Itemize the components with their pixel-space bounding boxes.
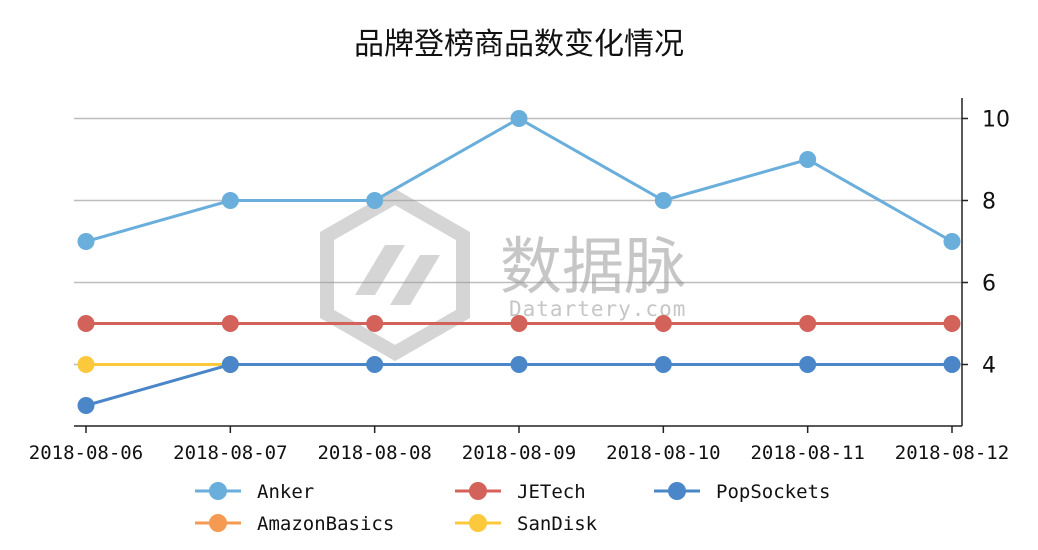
data-point-jetech bbox=[799, 315, 817, 332]
y-tick-label: 6 bbox=[982, 272, 996, 297]
data-point-popsockets bbox=[510, 356, 528, 373]
watermark-brand: 数据脉 bbox=[500, 230, 686, 303]
data-point-popsockets bbox=[77, 397, 95, 414]
data-point-anker bbox=[366, 192, 384, 209]
data-point-anker bbox=[799, 151, 817, 168]
series-line-anker bbox=[85, 116, 953, 243]
data-point-anker bbox=[77, 233, 95, 250]
data-point-popsockets bbox=[221, 356, 239, 373]
legend-label-popsockets: PopSockets bbox=[716, 481, 830, 503]
legend-label-jetech: JETech bbox=[517, 481, 586, 503]
axes: 4 6 8 10 2018-08-06 2018-08-07 2018-08-08 2018-… bbox=[29, 98, 1010, 464]
x-tick-label: 2018-08-08 bbox=[317, 442, 431, 464]
watermark: 数据脉 Datartery.com bbox=[320, 188, 686, 362]
x-tick-label: 2018-08-06 bbox=[29, 442, 143, 464]
data-point-jetech bbox=[221, 315, 239, 332]
legend-marker-amazonbasics bbox=[209, 514, 227, 532]
x-tick-label: 2018-08-09 bbox=[462, 442, 576, 464]
watermark-site: Datartery.com bbox=[509, 297, 686, 321]
data-point-popsockets bbox=[654, 356, 672, 373]
legend-marker-anker bbox=[209, 482, 227, 500]
data-point-anker bbox=[510, 110, 528, 127]
x-tick-label: 2018-08-11 bbox=[750, 442, 864, 464]
legend-marker-popsockets bbox=[668, 482, 686, 500]
y-tick-label: 8 bbox=[982, 190, 996, 215]
data-point-jetech bbox=[510, 315, 528, 332]
legend-label-sandisk: SanDisk bbox=[517, 513, 598, 535]
data-point-jetech bbox=[943, 315, 961, 332]
data-point-anker bbox=[943, 233, 961, 250]
legend: Anker JETech PopSockets AmazonBasics SanDisk bbox=[195, 481, 830, 535]
data-point-anker bbox=[654, 192, 672, 209]
data-point-popsockets bbox=[366, 356, 384, 373]
x-tick-label: 2018-08-07 bbox=[173, 442, 287, 464]
data-point-jetech bbox=[654, 315, 672, 332]
x-tick-label: 2018-08-10 bbox=[606, 442, 720, 464]
data-point-jetech bbox=[77, 315, 95, 332]
data-point-popsockets bbox=[943, 356, 961, 373]
legend-label-amazonbasics: AmazonBasics bbox=[257, 513, 394, 535]
series-group bbox=[77, 110, 961, 414]
y-tick-label: 10 bbox=[982, 108, 1010, 133]
watermark-logo-icon bbox=[320, 188, 470, 362]
data-point-jetech bbox=[366, 315, 384, 332]
legend-marker-sandisk bbox=[469, 514, 487, 532]
chart-title: 品牌登榜商品数变化情况 bbox=[354, 27, 684, 62]
legend-label-anker: Anker bbox=[257, 481, 314, 503]
data-point-popsockets bbox=[799, 356, 817, 373]
legend-marker-jetech bbox=[469, 482, 487, 500]
data-point-anker bbox=[221, 192, 239, 209]
y-tick-label: 4 bbox=[982, 354, 996, 379]
data-point-sandisk bbox=[77, 356, 95, 373]
x-tick-label: 2018-08-12 bbox=[895, 442, 1009, 464]
